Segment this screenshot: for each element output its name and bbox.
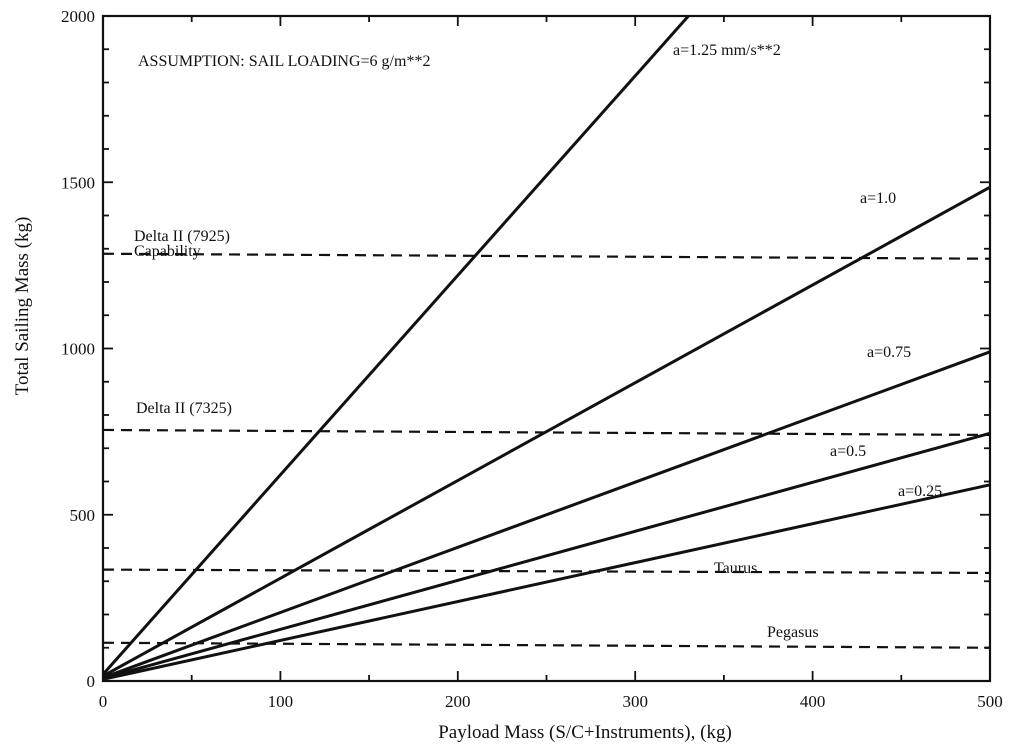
reference-line: [102, 252, 991, 260]
y-tick-label: 500: [70, 506, 96, 525]
y-tick-label: 1500: [61, 173, 95, 192]
series-line: [102, 483, 991, 681]
x-tick-label: 500: [977, 692, 1003, 711]
x-tick-label: 100: [268, 692, 294, 711]
reference-line: [102, 641, 991, 649]
reference-label: Delta II (7925): [134, 228, 230, 245]
series-label: a=1.25 mm/s**2: [673, 42, 781, 59]
reference-label: Pegasus: [767, 624, 819, 641]
series-label: a=1.0: [860, 190, 896, 207]
y-tick-label: 2000: [61, 7, 95, 26]
x-tick-label: 400: [800, 692, 826, 711]
y-tick-label: 0: [87, 672, 96, 691]
x-tick-label: 0: [99, 692, 108, 711]
series-line: [102, 350, 991, 680]
series-lines: [101, 15, 991, 681]
reference-label: Capability: [134, 243, 201, 260]
y-tick-label: 1000: [61, 340, 95, 359]
y-axis-label: Total Sailing Mass (kg): [12, 217, 33, 396]
x-tick-label: 200: [445, 692, 471, 711]
x-tick-label: 300: [622, 692, 648, 711]
series-label: a=0.5: [830, 443, 866, 460]
series-label: a=0.75: [867, 344, 911, 361]
series-line: [102, 431, 991, 680]
tick-labels: 0 100 200 300 400 500 0 500 1000 1500 2000: [61, 7, 1003, 711]
reference-lines: [102, 252, 991, 649]
reference-line: [102, 568, 991, 575]
annotations: a=1.25 mm/s**2 a=1.0 a=0.75 a=0.5 a=0.25 Delt…: [134, 42, 942, 641]
reference-line: [102, 428, 991, 437]
assumption-note: ASSUMPTION: SAIL LOADING=6 g/m**2: [138, 53, 430, 70]
series-line: [102, 185, 991, 678]
series-label: a=0.25: [898, 483, 942, 500]
reference-label: Taurus: [714, 560, 757, 577]
series-line: [101, 15, 690, 676]
reference-label: Delta II (7325): [136, 400, 232, 417]
x-axis-label: Payload Mass (S/C+Instruments), (kg): [438, 722, 732, 743]
